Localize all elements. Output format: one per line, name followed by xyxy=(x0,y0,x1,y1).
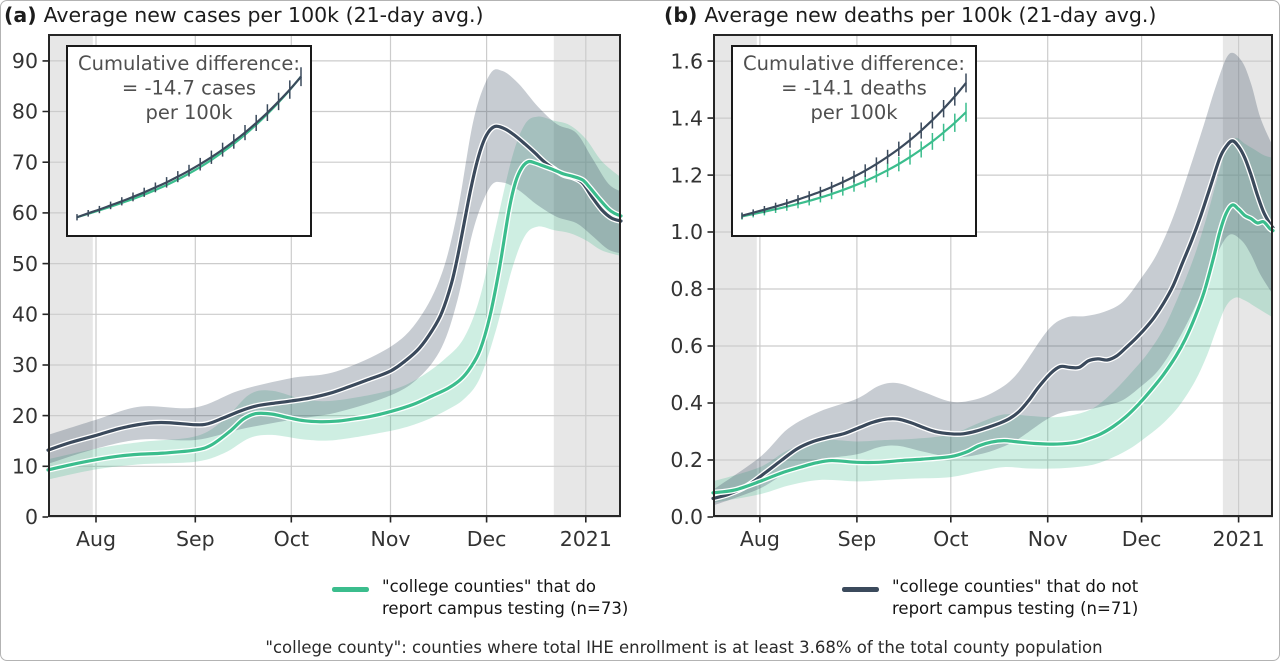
legend-swatch-no-report xyxy=(842,587,879,592)
y-tick-label: 1.2 xyxy=(670,163,703,187)
x-tick-label: Sep xyxy=(838,527,877,551)
x-tick-label: Dec xyxy=(1122,527,1162,551)
y-tick-label: 0.0 xyxy=(670,505,703,529)
panel-b-title-text: Average new deaths per 100k (21-day avg.… xyxy=(704,3,1157,27)
inset-curve-report xyxy=(741,111,967,218)
x-tick-label: 2021 xyxy=(1213,527,1265,551)
legend-label-report-line2: report campus testing (n=73) xyxy=(382,598,629,618)
inset-text-line: = -14.1 deaths xyxy=(781,77,927,100)
x-tick-label: Nov xyxy=(1028,527,1068,551)
x-tick-label: Nov xyxy=(370,527,410,551)
inset-curve-no_report xyxy=(76,75,302,219)
inset-curve-no_report xyxy=(741,82,967,217)
x-tick-label: Sep xyxy=(176,527,215,551)
x-tick-label: Aug xyxy=(740,527,780,551)
panel-a-label: (a) xyxy=(4,3,37,27)
x-tick-label: Oct xyxy=(274,527,309,551)
panel-a-title: (a) Average new cases per 100k (21-day av… xyxy=(4,3,484,27)
y-tick-label: 1.6 xyxy=(670,49,703,73)
panel-b-label: (b) xyxy=(664,3,698,27)
y-tick-label: 40 xyxy=(12,302,38,326)
series-line-report xyxy=(46,159,623,472)
y-tick-label: 90 xyxy=(12,49,38,73)
inset-cumulative-difference: Cumulative difference:= -14.1 deathsper … xyxy=(731,45,977,237)
ci-band-report xyxy=(48,116,621,480)
y-tick-label: 0.8 xyxy=(670,277,703,301)
panel-a-title-text: Average new cases per 100k (21-day avg.) xyxy=(43,3,484,27)
y-tick-label: 80 xyxy=(12,100,38,124)
y-tick-label: 1.4 xyxy=(670,106,703,130)
x-tick-label: Aug xyxy=(76,527,116,551)
legend-entry-report: "college counties" that do report campus… xyxy=(332,576,628,619)
y-tick-label: 0.4 xyxy=(670,391,703,415)
y-tick-label: 20 xyxy=(12,404,38,428)
plot-border xyxy=(48,34,621,517)
y-tick-label: 10 xyxy=(12,454,38,478)
panel-b-chart: Aug Sep Oct Nov Dec 2021 0.0 0.2 0.4 0.6 0.8 1.0 1.2… xyxy=(670,34,1276,551)
y-tick-label: 1.0 xyxy=(670,220,703,244)
inset-text-line: per 100k xyxy=(810,101,898,124)
inset-text-line: per 100k xyxy=(145,101,233,124)
y-tick-label: 60 xyxy=(12,201,38,225)
series-line-report xyxy=(711,203,1275,495)
y-tick-label: 0 xyxy=(25,505,38,529)
y-tick-label: 70 xyxy=(12,150,38,174)
legend-label-report-line1: "college counties" that do xyxy=(382,577,596,596)
legend-swatch-report xyxy=(332,587,369,592)
panel-a-chart: Aug Sep Oct Nov Dec 2021 0 10 20 30 40 50 60 70 80 90 Cu… xyxy=(12,34,624,551)
x-tick-label: Dec xyxy=(467,527,507,551)
x-tick-label: Oct xyxy=(933,527,968,551)
y-tick-label: 0.2 xyxy=(670,448,703,472)
y-tick-label: 0.6 xyxy=(670,334,703,358)
axis-ticks: Aug Sep Oct Nov Dec 2021 0.0 0.2 0.4 0.6 0.8 1.0 1.2… xyxy=(670,49,1264,551)
plot-border xyxy=(713,34,1273,517)
y-tick-label: 50 xyxy=(12,252,38,276)
shaded-region xyxy=(1222,34,1273,517)
inset-text-line: Cumulative difference: xyxy=(743,52,965,75)
ci-band-no_report xyxy=(713,52,1273,506)
legend-label-no-report-line2: report campus testing (n=71) xyxy=(892,598,1139,618)
x-tick-label: 2021 xyxy=(560,527,612,551)
inset-border xyxy=(731,45,977,237)
inset-text-line: = -14.7 cases xyxy=(122,77,256,100)
legend-label-no-report-line1: "college counties" that do not xyxy=(892,577,1139,596)
y-tick-label: 30 xyxy=(12,353,38,377)
inset-text-line: Cumulative difference: xyxy=(78,52,300,75)
legend-label-report: "college counties" that do report campus… xyxy=(382,576,628,619)
legend-entry-no-report: "college counties" that do not report ca… xyxy=(842,576,1138,619)
shaded-region xyxy=(553,34,621,517)
legend-label-no-report: "college counties" that do not report ca… xyxy=(892,576,1138,619)
axis-ticks: Aug Sep Oct Nov Dec 2021 0 10 20 30 40 50 60 70 80 90 xyxy=(12,49,612,551)
inset-border xyxy=(66,45,312,237)
series-line-no_report xyxy=(711,139,1275,501)
panel-b-title: (b) Average new deaths per 100k (21-day a… xyxy=(664,3,1156,27)
footnote: "college county": counties where total I… xyxy=(265,638,1103,657)
